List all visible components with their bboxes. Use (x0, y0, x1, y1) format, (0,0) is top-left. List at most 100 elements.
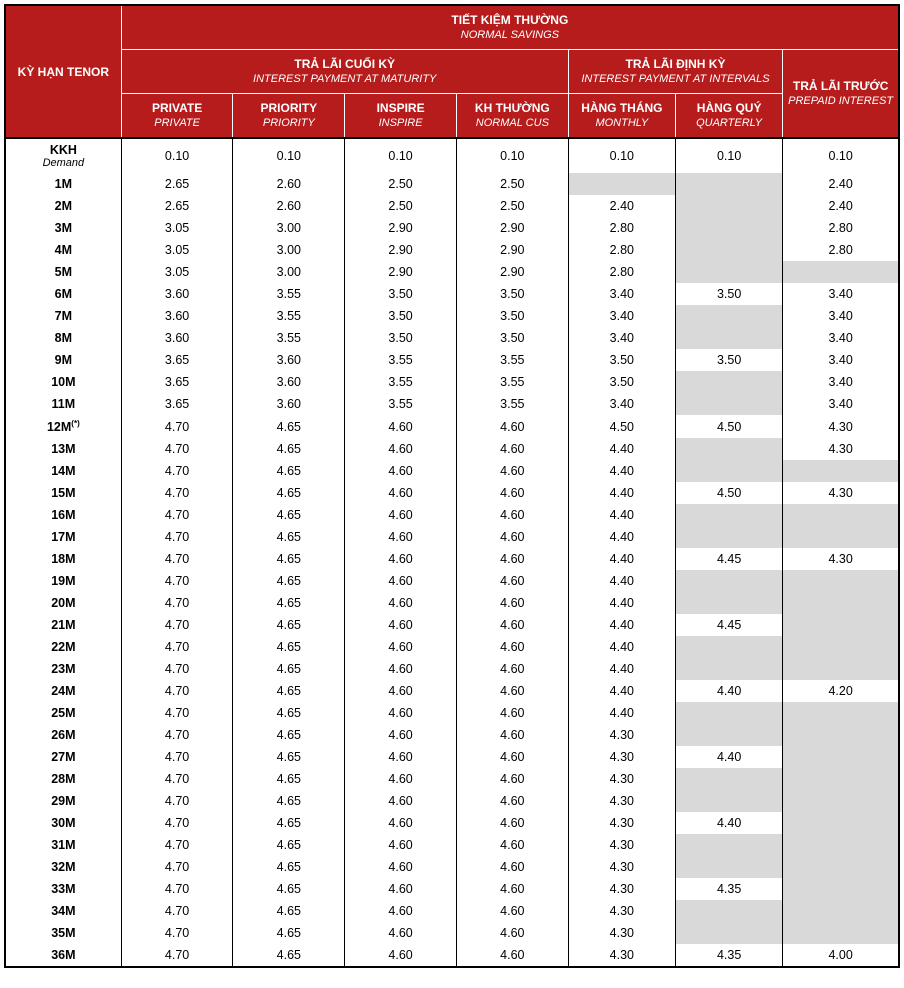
header-col-normal: KH THƯỜNG NORMAL CUS (456, 94, 568, 139)
tenor-sup: (*) (71, 419, 79, 428)
rate-cell: 4.30 (568, 768, 675, 790)
rate-cell: 4.50 (675, 482, 782, 504)
rate-cell: 4.30 (568, 922, 675, 944)
rate-cell: 4.40 (568, 592, 675, 614)
tenor-label: 20M (51, 596, 75, 610)
rate-cell: 3.40 (568, 305, 675, 327)
table-row: 11M3.653.603.553.553.403.40 (5, 393, 899, 415)
rate-cell: 4.65 (233, 944, 345, 967)
rate-cell: 4.70 (121, 856, 233, 878)
rate-cell (783, 261, 899, 283)
rate-cell: 4.70 (121, 768, 233, 790)
tenor-label: 13M (51, 442, 75, 456)
rate-cell: 2.40 (568, 195, 675, 217)
rate-cell: 3.55 (233, 305, 345, 327)
rate-cell: 2.80 (783, 239, 899, 261)
rate-cell: 4.65 (233, 790, 345, 812)
rate-cell: 4.60 (456, 504, 568, 526)
tenor-label: 26M (51, 728, 75, 742)
tenor-cell: 19M (5, 570, 121, 592)
tenor-cell: 5M (5, 261, 121, 283)
rate-cell: 3.60 (121, 327, 233, 349)
rate-cell: 3.55 (456, 371, 568, 393)
table-row: 16M4.704.654.604.604.40 (5, 504, 899, 526)
rate-cell: 4.60 (345, 526, 457, 548)
tenor-cell: 13M (5, 438, 121, 460)
rate-cell (675, 173, 782, 195)
rate-cell (675, 592, 782, 614)
rate-cell (675, 636, 782, 658)
rate-cell: 4.40 (568, 636, 675, 658)
rate-cell (675, 900, 782, 922)
rate-cell: 4.65 (233, 460, 345, 482)
rate-cell: 3.65 (121, 371, 233, 393)
rate-cell: 4.40 (568, 460, 675, 482)
rate-cell (675, 327, 782, 349)
rate-cell: 4.65 (233, 592, 345, 614)
tenor-label: 30M (51, 816, 75, 830)
header-tenor-en: TENOR (67, 65, 109, 79)
table-row: 5M3.053.002.902.902.80 (5, 261, 899, 283)
rate-cell (675, 239, 782, 261)
table-row: 18M4.704.654.604.604.404.454.30 (5, 548, 899, 570)
rate-cell: 4.60 (345, 614, 457, 636)
tenor-label: 24M (51, 684, 75, 698)
rate-cell: 4.60 (345, 680, 457, 702)
rate-cell: 4.60 (456, 856, 568, 878)
tenor-cell: 17M (5, 526, 121, 548)
rate-cell: 4.65 (233, 504, 345, 526)
rate-cell: 4.65 (233, 812, 345, 834)
rate-cell: 4.60 (345, 922, 457, 944)
interest-rate-table: KỲ HẠN TENOR TIẾT KIỆM THƯỜNG NORMAL SAV… (4, 4, 900, 968)
table-row: 13M4.704.654.604.604.404.30 (5, 438, 899, 460)
table-row: 14M4.704.654.604.604.40 (5, 460, 899, 482)
table-row: 26M4.704.654.604.604.30 (5, 724, 899, 746)
table-row: 6M3.603.553.503.503.403.503.40 (5, 283, 899, 305)
rate-cell: 4.65 (233, 636, 345, 658)
rate-cell: 3.50 (345, 327, 457, 349)
rate-cell: 2.40 (783, 173, 899, 195)
rate-cell: 4.60 (345, 460, 457, 482)
rate-cell: 4.70 (121, 900, 233, 922)
rate-cell: 2.65 (121, 195, 233, 217)
rate-cell: 4.70 (121, 658, 233, 680)
rate-cell: 0.10 (675, 138, 782, 173)
tenor-label: 9M (55, 353, 72, 367)
rate-cell (675, 790, 782, 812)
rate-cell (675, 217, 782, 239)
tenor-cell: 31M (5, 834, 121, 856)
rate-cell (675, 526, 782, 548)
tenor-label: 4M (55, 243, 72, 257)
header-tenor-vn: KỲ HẠN (18, 65, 64, 79)
tenor-cell: 1M (5, 173, 121, 195)
rate-cell: 2.90 (456, 217, 568, 239)
rate-cell: 3.60 (233, 349, 345, 371)
rate-cell: 3.00 (233, 239, 345, 261)
tenor-label: 2M (55, 199, 72, 213)
rate-cell: 4.60 (345, 878, 457, 900)
rate-cell: 0.10 (456, 138, 568, 173)
rate-cell: 4.40 (675, 812, 782, 834)
tenor-cell: 2M (5, 195, 121, 217)
header-group-intervals: TRẢ LÃI ĐỊNH KỲ INTEREST PAYMENT AT INTE… (568, 50, 783, 94)
rate-cell: 4.70 (121, 702, 233, 724)
rate-cell: 4.60 (345, 768, 457, 790)
rate-cell: 4.70 (121, 636, 233, 658)
tenor-label: 11M (52, 397, 76, 411)
rate-cell: 4.60 (456, 636, 568, 658)
tenor-cell: 23M (5, 658, 121, 680)
rate-cell: 4.40 (568, 702, 675, 724)
table-row: 7M3.603.553.503.503.403.40 (5, 305, 899, 327)
rate-cell (783, 790, 899, 812)
rate-cell (783, 636, 899, 658)
rate-cell: 3.60 (121, 283, 233, 305)
rate-cell: 2.80 (568, 261, 675, 283)
tenor-cell: 25M (5, 702, 121, 724)
tenor-cell: 21M (5, 614, 121, 636)
table-row: 19M4.704.654.604.604.40 (5, 570, 899, 592)
rate-cell (783, 724, 899, 746)
rate-cell: 4.40 (568, 658, 675, 680)
table-row: 23M4.704.654.604.604.40 (5, 658, 899, 680)
rate-cell (783, 900, 899, 922)
tenor-cell: 29M (5, 790, 121, 812)
